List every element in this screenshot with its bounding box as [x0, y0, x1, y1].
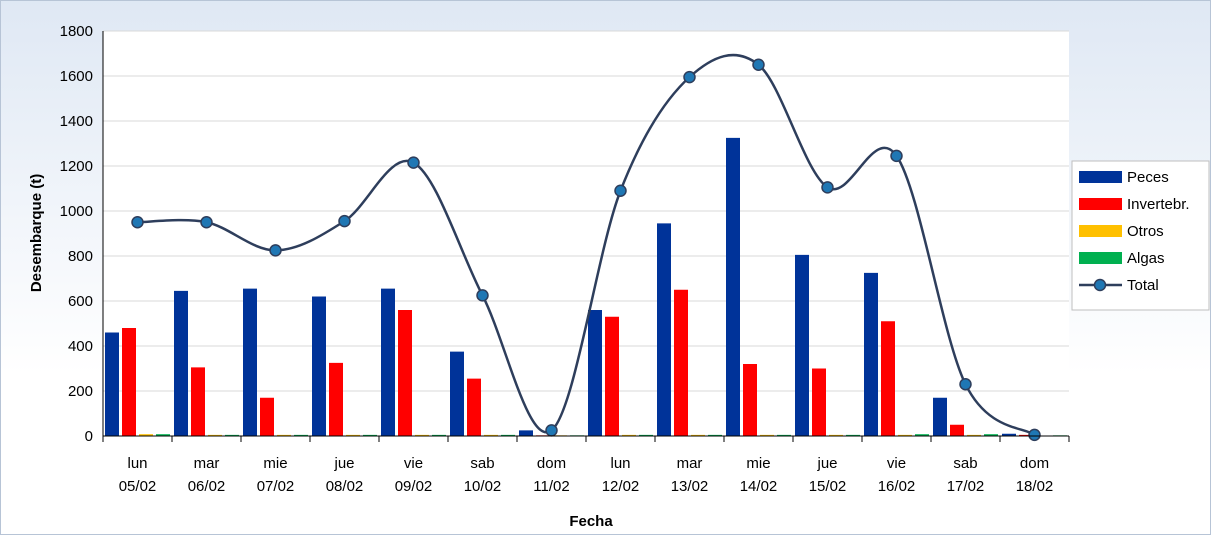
legend-label-peces: Peces	[1127, 169, 1169, 186]
x-tick-label-day: sab	[953, 455, 977, 472]
bar-invertebr	[467, 379, 481, 436]
bar-peces	[174, 291, 188, 436]
point-total	[477, 290, 488, 301]
bar-invertebr	[743, 364, 757, 436]
point-total	[615, 185, 626, 196]
x-tick-label-day: jue	[333, 455, 354, 472]
y-tick-label: 400	[68, 338, 93, 355]
x-tick-label-day: mar	[677, 455, 703, 472]
bar-invertebr	[950, 425, 964, 436]
legend-marker-total	[1095, 280, 1106, 291]
point-total	[1029, 429, 1040, 440]
x-tick-label-date: 17/02	[947, 478, 985, 495]
bar-invertebr	[605, 317, 619, 436]
x-tick-label-day: vie	[404, 455, 423, 472]
x-tick-label-date: 15/02	[809, 478, 847, 495]
bar-invertebr	[191, 367, 205, 436]
bar-peces	[864, 273, 878, 436]
bar-invertebr	[881, 321, 895, 436]
point-total	[546, 425, 557, 436]
x-tick-label-date: 12/02	[602, 478, 640, 495]
y-tick-label: 1000	[60, 203, 93, 220]
y-tick-label: 1200	[60, 158, 93, 175]
legend-swatch-otros	[1079, 225, 1122, 237]
x-tick-label-date: 18/02	[1016, 478, 1054, 495]
y-tick-label: 800	[68, 248, 93, 265]
bar-peces	[312, 297, 326, 437]
x-tick-label-day: dom	[537, 455, 566, 472]
x-tick-label-date: 06/02	[188, 478, 226, 495]
bar-invertebr	[260, 398, 274, 436]
bar-peces	[105, 333, 119, 437]
bar-invertebr	[329, 363, 343, 436]
x-tick-label-date: 09/02	[395, 478, 433, 495]
y-tick-label: 600	[68, 293, 93, 310]
point-total	[132, 217, 143, 228]
bar-peces	[726, 138, 740, 436]
point-total	[753, 59, 764, 70]
x-tick-label-date: 13/02	[671, 478, 709, 495]
bar-peces	[381, 289, 395, 436]
bar-invertebr	[122, 328, 136, 436]
bar-peces	[795, 255, 809, 436]
bar-invertebr	[674, 290, 688, 436]
bar-peces	[519, 430, 533, 436]
y-tick-label: 200	[68, 383, 93, 400]
legend-label-total: Total	[1127, 277, 1159, 294]
bar-peces	[243, 289, 257, 436]
x-tick-label-day: jue	[816, 455, 837, 472]
x-tick-label-day: vie	[887, 455, 906, 472]
legend-label-otros: Otros	[1127, 223, 1164, 240]
x-tick-label-date: 11/02	[533, 478, 569, 495]
y-tick-label: 1600	[60, 68, 93, 85]
point-total	[960, 379, 971, 390]
x-tick-label-day: lun	[127, 455, 147, 472]
x-tick-label-day: sab	[470, 455, 494, 472]
point-total	[684, 72, 695, 83]
x-tick-label-date: 07/02	[257, 478, 295, 495]
x-tick-label-date: 14/02	[740, 478, 778, 495]
point-total	[339, 216, 350, 227]
point-total	[270, 245, 281, 256]
bar-invertebr	[812, 369, 826, 437]
point-total	[891, 150, 902, 161]
x-tick-label-day: mie	[263, 455, 287, 472]
x-tick-label-day: mar	[194, 455, 220, 472]
x-tick-label-day: dom	[1020, 455, 1049, 472]
x-tick-label-day: mie	[746, 455, 770, 472]
x-tick-label-date: 16/02	[878, 478, 916, 495]
y-tick-label: 0	[85, 428, 93, 445]
x-tick-label-day: lun	[610, 455, 630, 472]
legend-label-invertebr: Invertebr.	[1127, 196, 1190, 213]
bar-peces	[657, 223, 671, 436]
bar-peces	[588, 310, 602, 436]
bar-invertebr	[398, 310, 412, 436]
legend-label-algas: Algas	[1127, 250, 1165, 267]
y-tick-label: 1800	[60, 23, 93, 40]
legend: Peces Invertebr. Otros Algas Total	[1072, 161, 1209, 310]
bar-peces	[450, 352, 464, 436]
legend-swatch-algas	[1079, 252, 1122, 264]
point-total	[822, 182, 833, 193]
x-tick-label-date: 05/02	[119, 478, 157, 495]
bar-peces	[933, 398, 947, 436]
x-tick-label-date: 10/02	[464, 478, 502, 495]
point-total	[408, 157, 419, 168]
legend-swatch-peces	[1079, 171, 1122, 183]
x-tick-label-date: 08/02	[326, 478, 364, 495]
legend-swatch-invertebr	[1079, 198, 1122, 210]
y-tick-label: 1400	[60, 113, 93, 130]
point-total	[201, 217, 212, 228]
y-axis-title: Desembarque (t)	[28, 174, 45, 292]
x-axis-title: Fecha	[569, 513, 613, 530]
